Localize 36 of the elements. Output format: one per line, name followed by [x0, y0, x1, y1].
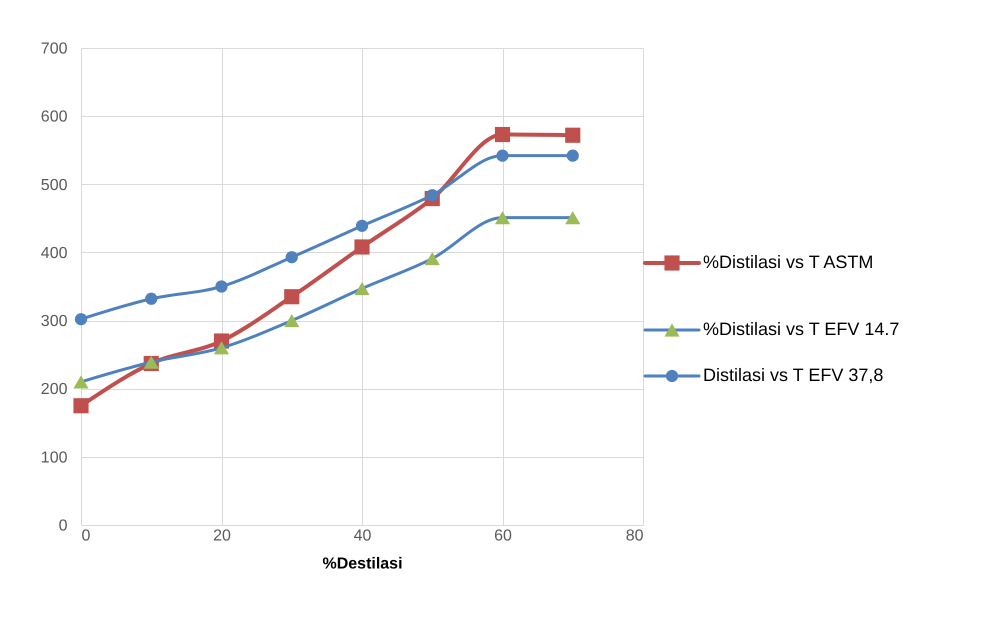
- point: [214, 341, 230, 354]
- y-tick-label: 700: [40, 40, 68, 58]
- x-tick-label: 0: [82, 528, 90, 544]
- point: [566, 150, 579, 162]
- legend-label: %Distilasi vs T ASTM: [703, 252, 874, 272]
- point: [354, 282, 370, 296]
- x-tick-label: 60: [494, 528, 512, 544]
- y-tick-label: 300: [40, 313, 68, 330]
- legend-label: Distilasi vs T EFV 37,8: [703, 365, 884, 385]
- point: [426, 189, 438, 202]
- x-tick-label: 80: [626, 528, 644, 544]
- y-tick-label: 200: [40, 381, 68, 398]
- y-tick-label: 500: [40, 176, 68, 194]
- point: [284, 289, 300, 304]
- point: [73, 398, 89, 414]
- x-axis-title: %Destilasi: [322, 556, 403, 572]
- point: [74, 313, 88, 326]
- point: [356, 220, 368, 232]
- x-tick-label: 40: [354, 528, 372, 544]
- point: [494, 211, 510, 224]
- point: [73, 375, 89, 388]
- x-tick-label: 20: [213, 528, 231, 544]
- y-tick-label: 400: [40, 244, 68, 262]
- point: [565, 211, 580, 224]
- point: [424, 252, 440, 266]
- point: [145, 292, 158, 305]
- point: [496, 150, 509, 162]
- point: [354, 239, 370, 255]
- point: [494, 126, 510, 142]
- y-tick-label: 600: [40, 108, 68, 126]
- point: [215, 280, 228, 293]
- point: [284, 314, 300, 328]
- y-tick-label: 100: [40, 449, 68, 466]
- point: [565, 128, 580, 143]
- point: [286, 251, 298, 264]
- legend-label: %Distilasi vs T EFV 14.7: [703, 319, 900, 339]
